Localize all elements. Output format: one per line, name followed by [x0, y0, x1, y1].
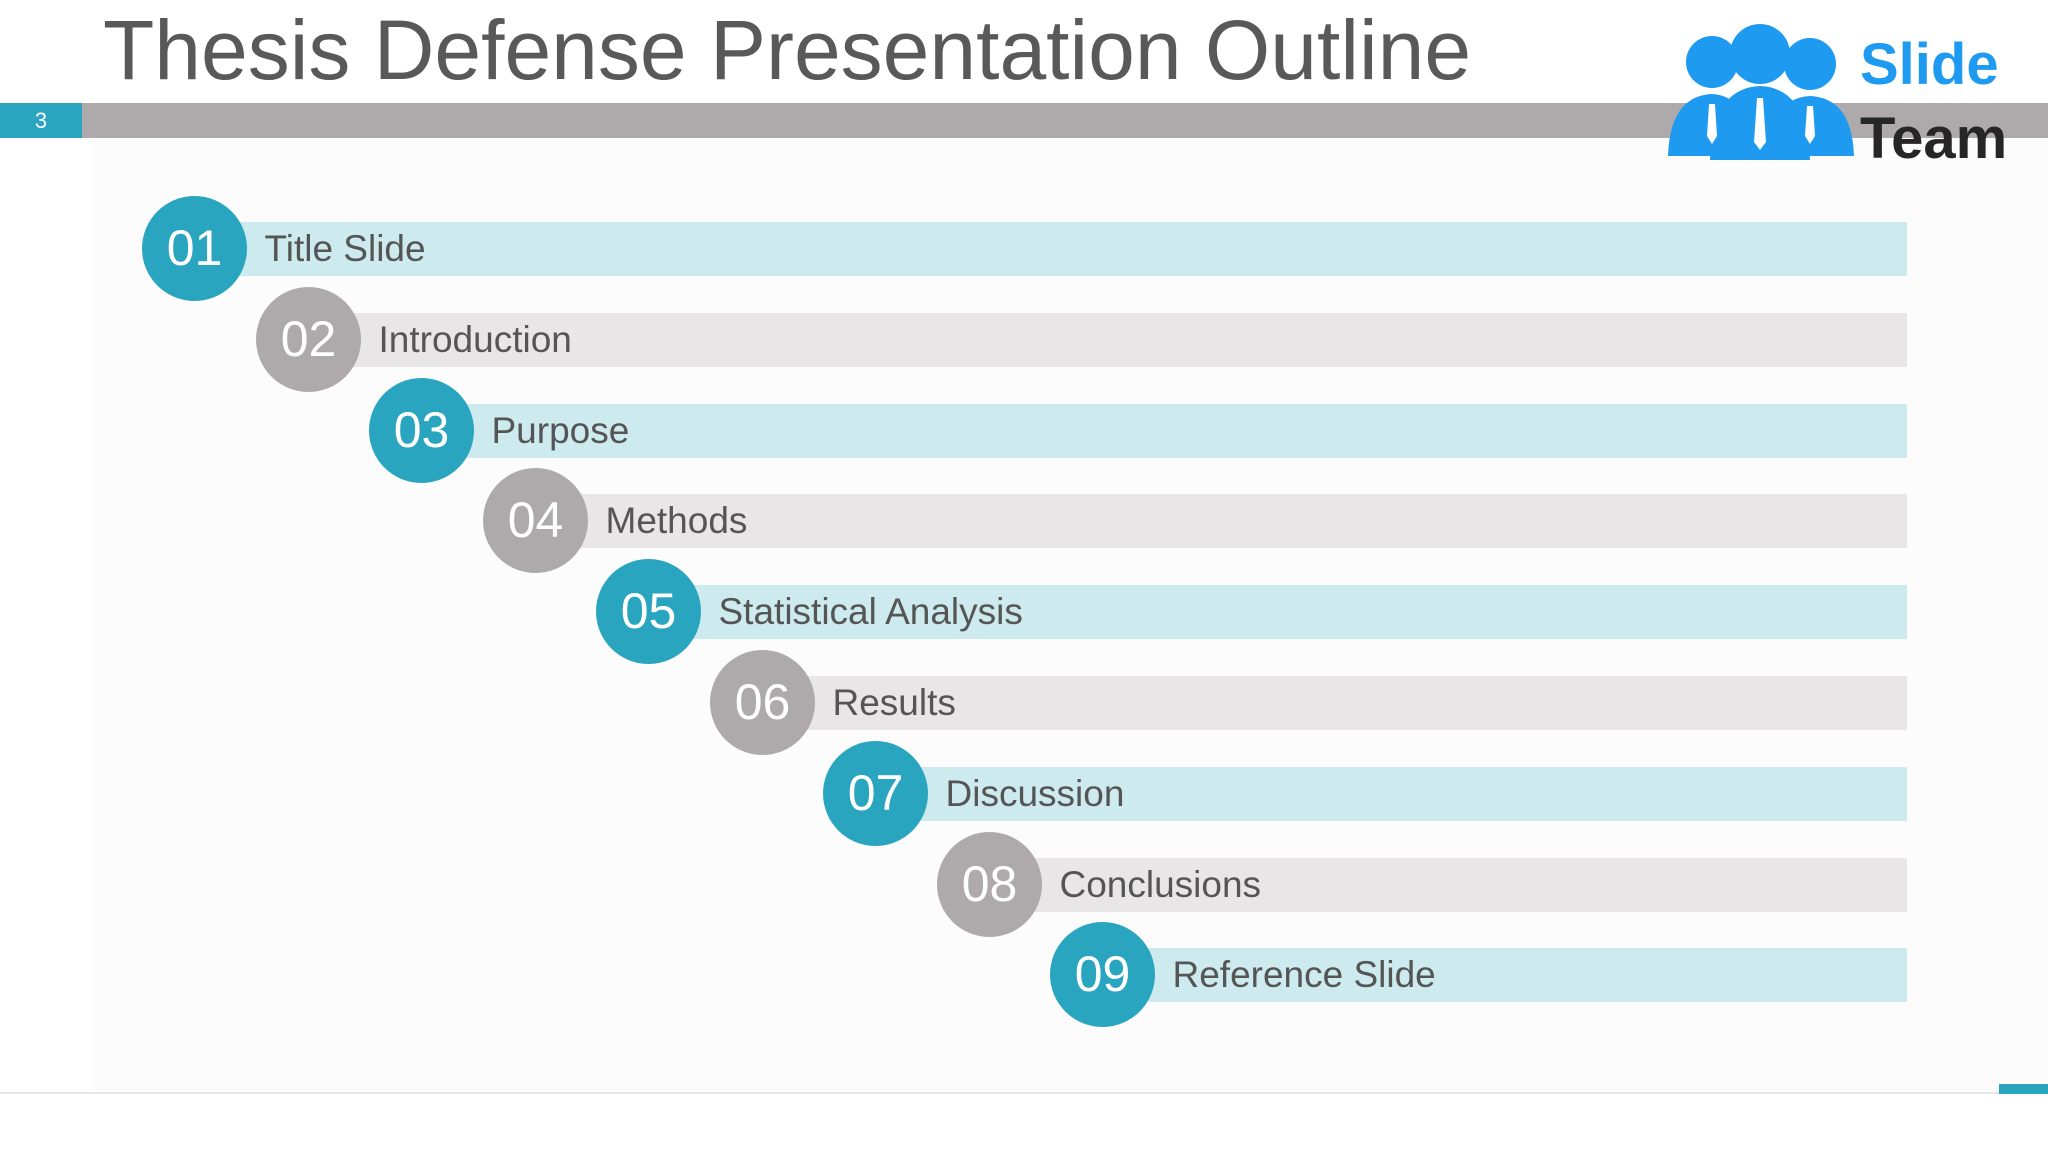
outline-item-number: 08: [937, 832, 1042, 937]
slide-title: Thesis Defense Presentation Outline: [103, 3, 1472, 97]
outline-item-label: Methods: [605, 500, 748, 541]
outline-item-label: Conclusions: [1059, 864, 1262, 905]
outline-bar: Reference Slide: [1102, 948, 1907, 1002]
slideteam-logo-icon: [1668, 24, 1854, 160]
outline-bar: Title Slide: [194, 222, 1907, 276]
page-number: 3: [0, 103, 82, 138]
outline-item-label: Reference Slide: [1172, 954, 1436, 995]
bottom-divider: [0, 1092, 2048, 1094]
logo-text-team: Team: [1860, 106, 2008, 171]
outline-item-number: 07: [823, 741, 928, 846]
outline-item-number: 04: [483, 468, 588, 573]
outline-item-label: Statistical Analysis: [718, 591, 1023, 632]
outline-item-label: Results: [832, 682, 956, 723]
outline-item-number: 06: [710, 650, 815, 755]
outline-item-number: 05: [596, 559, 701, 664]
outline-item-label: Discussion: [945, 773, 1125, 814]
outline-bar: Discussion: [875, 767, 1907, 821]
outline-bar: Conclusions: [989, 858, 1907, 912]
outline-item-number: 02: [256, 287, 361, 392]
outline-item-number: 03: [369, 378, 474, 483]
outline-bar: Introduction: [308, 313, 1907, 367]
outline-bar: Statistical Analysis: [648, 585, 1907, 639]
outline-item-number: 09: [1050, 922, 1155, 1027]
outline-item-number: 01: [142, 196, 247, 301]
logo-text-slide: Slide: [1860, 32, 1999, 97]
corner-accent: [1999, 1084, 2048, 1094]
outline-item-label: Purpose: [491, 410, 630, 451]
outline-item-label: Introduction: [378, 319, 572, 360]
outline-item-label: Title Slide: [264, 228, 426, 269]
outline-bar: Methods: [535, 494, 1907, 548]
outline-bar: Results: [762, 676, 1907, 730]
outline-bar: Purpose: [421, 404, 1907, 458]
